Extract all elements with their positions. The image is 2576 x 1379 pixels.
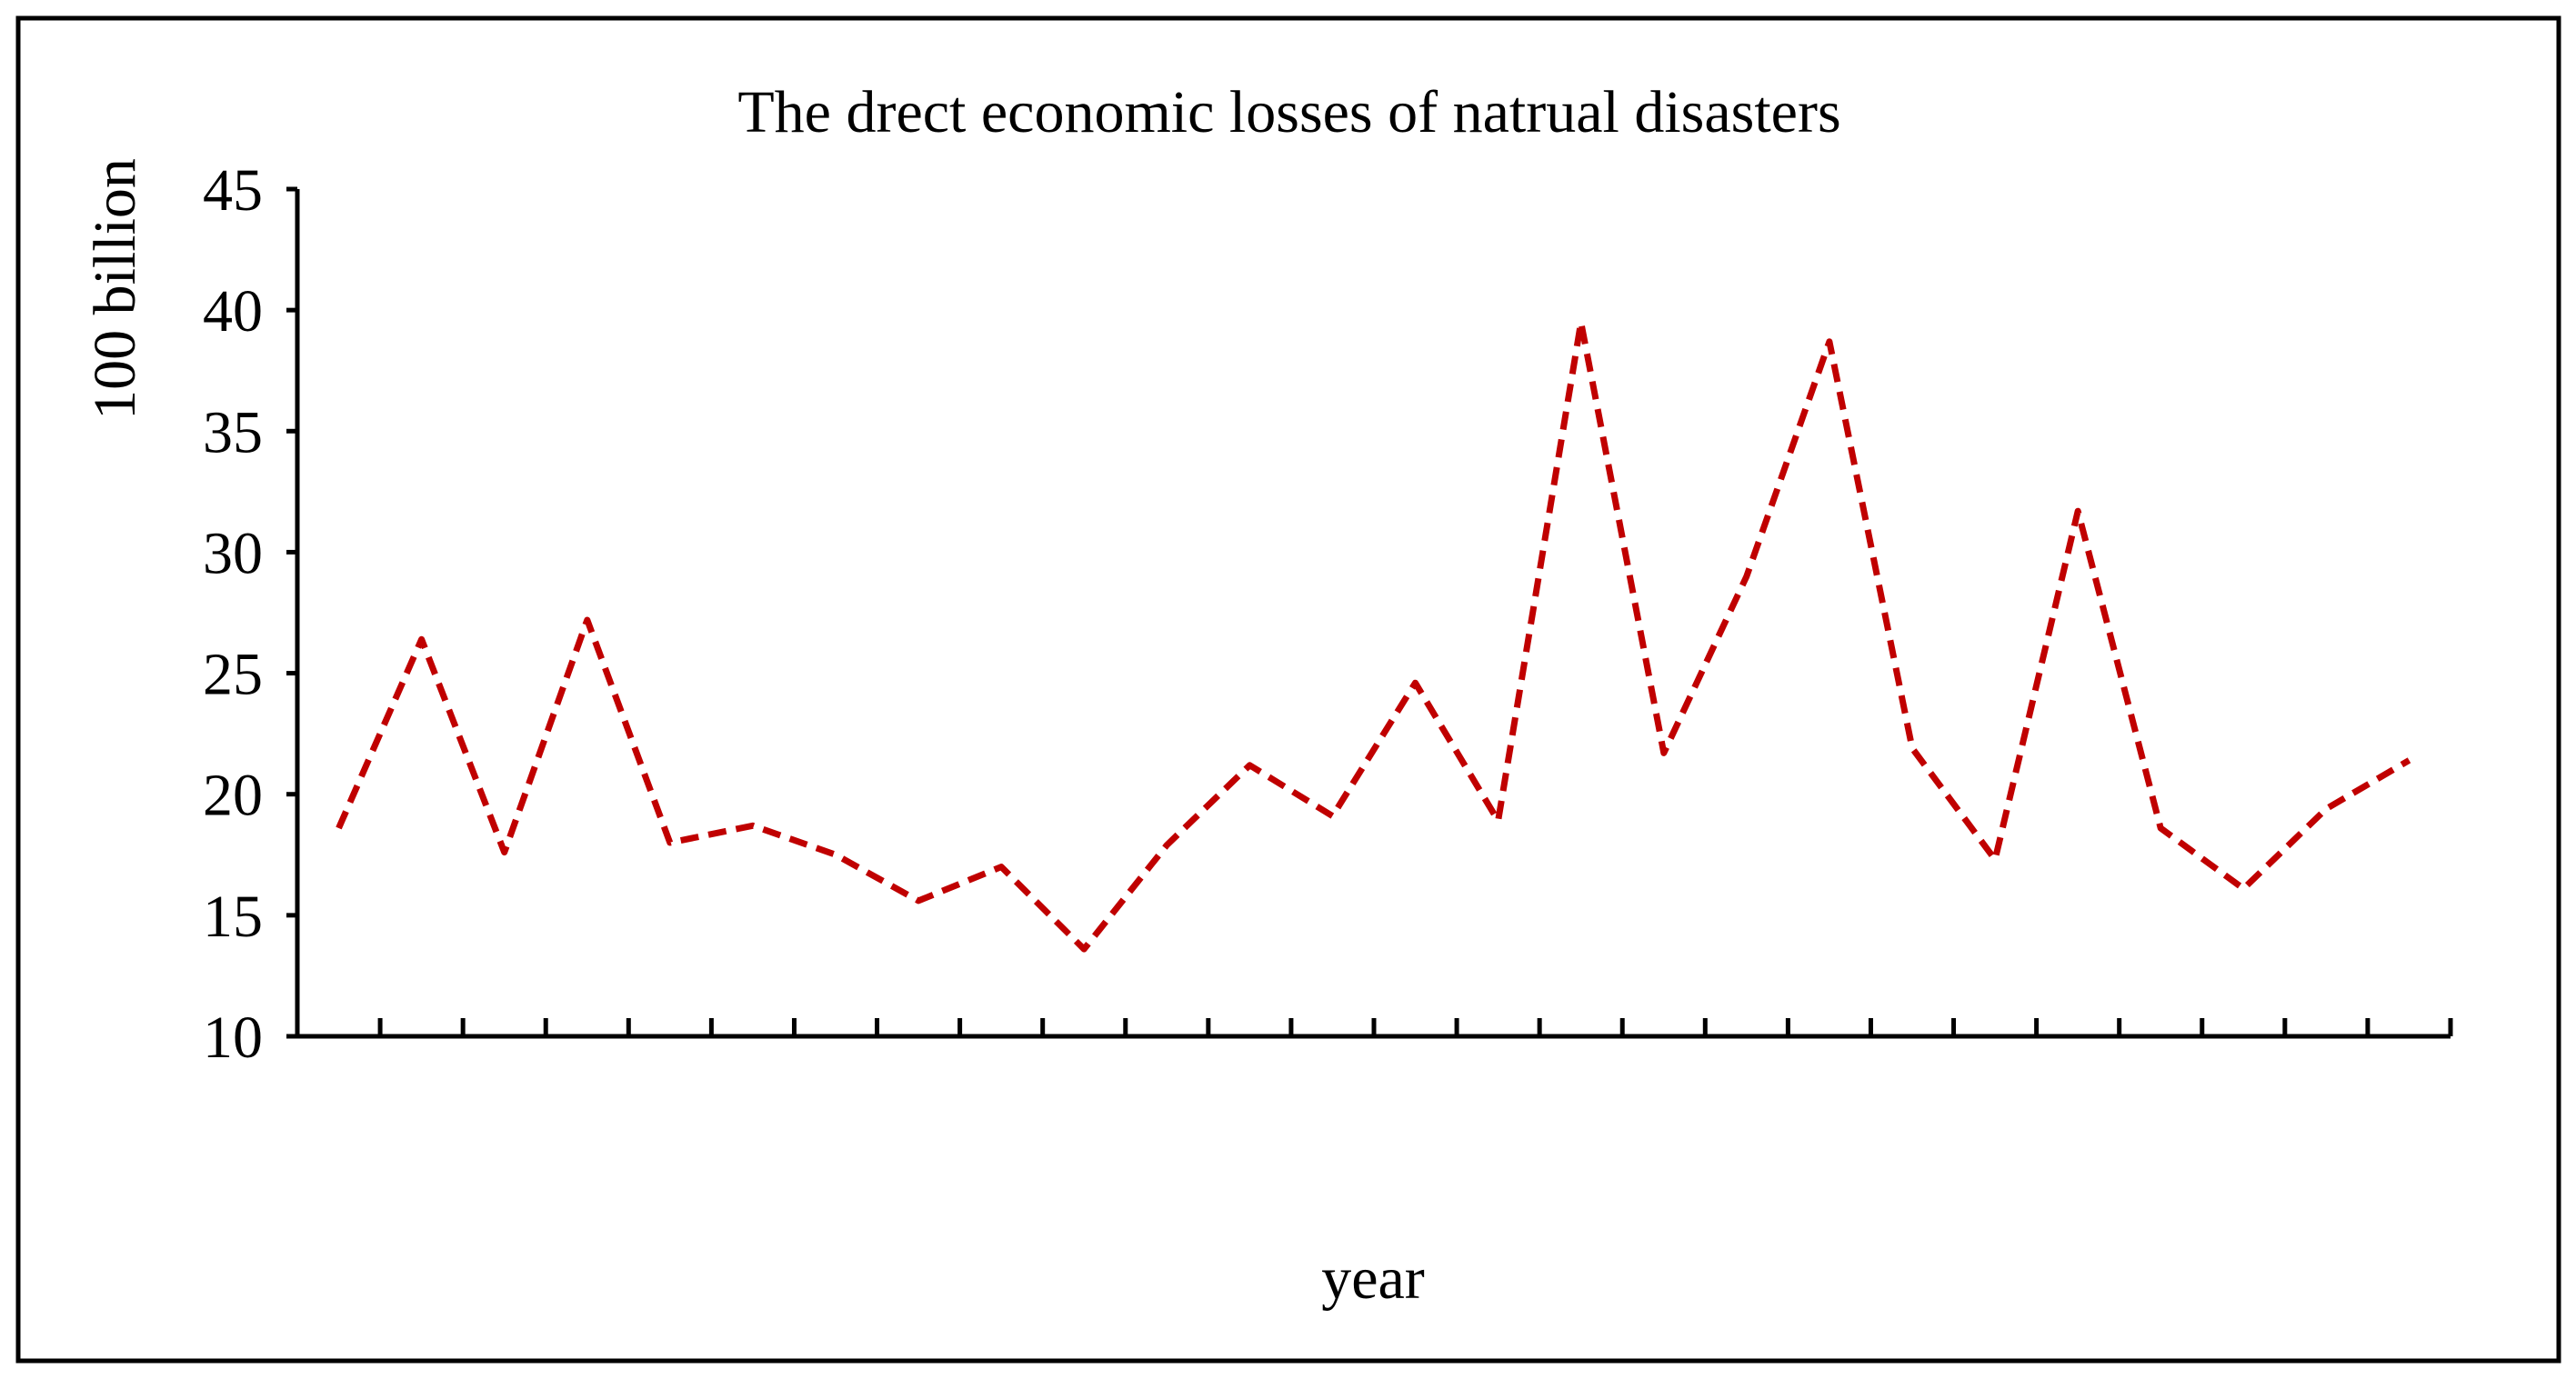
- y-tick-label: 30: [203, 520, 263, 586]
- data-point: [1246, 762, 1253, 769]
- data-point: [997, 864, 1005, 871]
- y-tick-label: 45: [203, 157, 263, 224]
- data-point: [915, 897, 922, 904]
- y-tick-label: 15: [203, 884, 263, 950]
- y-tick-label: 35: [203, 399, 263, 465]
- data-point: [1495, 817, 1502, 824]
- data-point: [336, 824, 343, 832]
- y-tick-label: 40: [203, 278, 263, 345]
- data-point: [832, 851, 839, 858]
- data-point: [1578, 318, 1585, 325]
- y-tick-label: 25: [203, 642, 263, 708]
- data-point: [2322, 805, 2330, 813]
- data-point: [2240, 885, 2247, 893]
- y-tick-label: 10: [203, 1004, 263, 1071]
- data-point: [1826, 338, 1833, 345]
- data-point: [2405, 756, 2412, 764]
- data-point: [584, 616, 591, 624]
- y-tick-label: 20: [203, 763, 263, 829]
- data-point: [1328, 813, 1336, 820]
- data-point: [1743, 573, 1750, 580]
- data-point: [1163, 842, 1170, 849]
- data-point: [1660, 749, 1668, 756]
- data-point: [749, 822, 757, 829]
- data-point: [1412, 679, 1419, 686]
- series-layer: [336, 318, 2412, 953]
- chart-title: The drect economic losses of natrual dis…: [737, 79, 1840, 145]
- data-point: [1909, 744, 1916, 752]
- data-point: [501, 849, 508, 856]
- data-point: [2074, 507, 2081, 515]
- y-axis-label: 100 billion: [82, 158, 148, 420]
- data-point: [667, 839, 674, 846]
- x-ticks: [377, 1018, 2453, 1036]
- data-point: [2157, 824, 2164, 832]
- data-point: [1080, 945, 1088, 953]
- data-point: [418, 635, 426, 643]
- x-axis-label: year: [1321, 1245, 1425, 1312]
- y-ticks: 10 15 20 25 30 35 40 45: [203, 157, 297, 1071]
- data-point: [1991, 856, 1999, 864]
- series-line-0: [336, 319, 2411, 953]
